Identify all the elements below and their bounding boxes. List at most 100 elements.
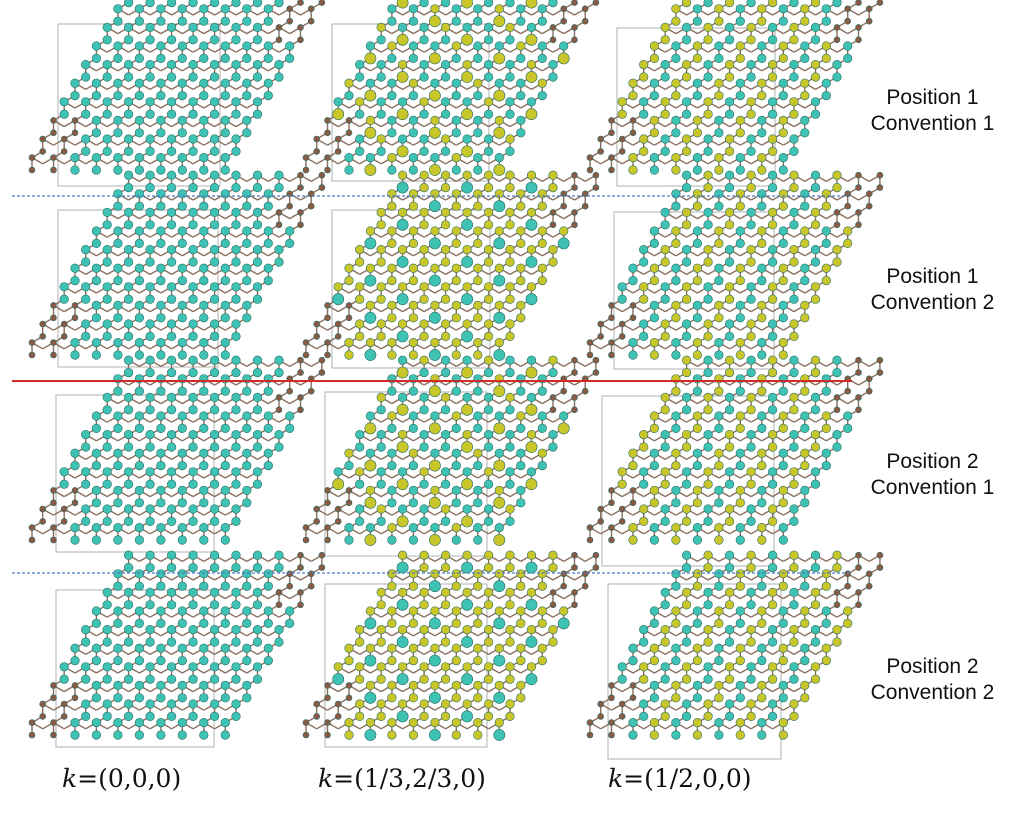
atom [220, 16, 230, 26]
atom [428, 534, 441, 546]
atom [156, 53, 166, 64]
atom [220, 263, 230, 273]
atom [113, 423, 123, 434]
atom [210, 331, 220, 342]
atom [586, 536, 594, 544]
atom [692, 16, 703, 26]
atom [188, 442, 198, 452]
atom [220, 4, 230, 14]
atom [810, 170, 821, 180]
atom [428, 89, 441, 102]
atom [134, 338, 144, 348]
atom [199, 115, 209, 125]
atom [537, 423, 547, 434]
atom [714, 4, 724, 14]
atom [484, 35, 494, 45]
atom [220, 535, 230, 545]
atom [167, 319, 177, 329]
atom [167, 392, 177, 403]
atom [473, 485, 483, 496]
atom [767, 109, 778, 119]
atom [484, 282, 494, 292]
lattice-panel-4 [28, 170, 326, 368]
atom [714, 16, 724, 26]
atom [297, 184, 304, 191]
atom [231, 442, 241, 452]
atom [231, 109, 241, 119]
atom [124, 368, 134, 378]
atom [516, 423, 526, 434]
atom [167, 183, 177, 193]
atom [313, 333, 321, 340]
atom [91, 338, 101, 348]
atom [324, 351, 331, 359]
atom [365, 226, 376, 236]
atom [548, 0, 558, 8]
atom [91, 411, 101, 421]
atom [462, 207, 472, 217]
atom [586, 154, 594, 161]
atom [275, 221, 283, 229]
atom [220, 53, 230, 64]
atom [91, 313, 101, 323]
atom [199, 386, 209, 396]
atom [628, 153, 638, 163]
atom [134, 226, 144, 236]
atom [70, 153, 80, 163]
atom [767, 257, 778, 267]
atom [629, 117, 637, 124]
atom [376, 220, 386, 230]
atom [789, 35, 799, 45]
atom [778, 201, 788, 211]
atom [355, 97, 365, 107]
atom [516, 461, 526, 471]
atom [334, 333, 342, 340]
atom [703, 97, 713, 107]
atom [548, 442, 558, 452]
atom [376, 319, 386, 329]
atom [231, 170, 241, 180]
atom [493, 164, 506, 176]
atom [800, 226, 810, 236]
atom [124, 207, 134, 217]
atom [156, 115, 166, 125]
atom [617, 97, 627, 107]
atom [398, 467, 408, 477]
atom [188, 170, 198, 180]
atom [39, 333, 47, 340]
atom [210, 479, 220, 489]
atom [297, 0, 304, 6]
atom [199, 16, 209, 26]
atom [167, 294, 177, 304]
atom [376, 504, 386, 514]
atom [746, 319, 756, 329]
atom [681, 72, 692, 82]
atom [428, 200, 441, 213]
atom [430, 448, 440, 458]
atom [419, 35, 429, 45]
atom [821, 41, 831, 51]
atom [549, 406, 557, 414]
atom [364, 459, 377, 472]
atom [581, 17, 589, 25]
atom [441, 467, 451, 477]
atom [484, 294, 494, 304]
atom [113, 535, 123, 545]
atom [188, 207, 198, 217]
atom [505, 72, 515, 82]
atom [124, 134, 134, 144]
atom [441, 22, 451, 32]
atom [334, 148, 342, 155]
atom [608, 487, 615, 494]
atom [703, 146, 713, 156]
atom [525, 218, 538, 231]
atom [145, 516, 155, 527]
atom [608, 129, 615, 137]
atom [345, 499, 353, 507]
atom [461, 181, 473, 194]
atom [735, 189, 745, 199]
atom [210, 257, 220, 267]
atom [757, 41, 767, 51]
atom [220, 423, 230, 434]
